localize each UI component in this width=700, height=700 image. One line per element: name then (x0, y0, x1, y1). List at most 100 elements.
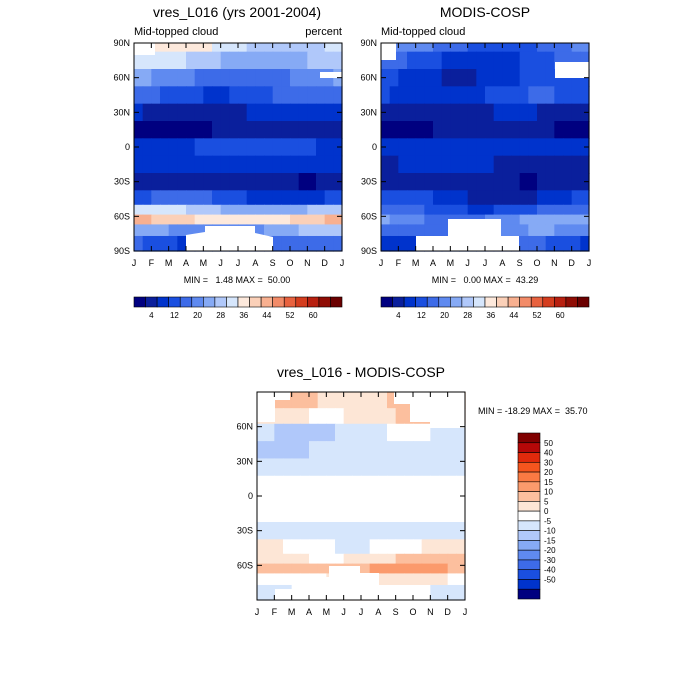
heat-cell (381, 121, 391, 139)
heat-cell (142, 235, 152, 252)
x-tick-label: M (412, 258, 420, 268)
heat-cell (519, 103, 529, 122)
heat-cell (421, 504, 431, 523)
heat-cell (407, 43, 417, 53)
heat-cell (194, 103, 204, 122)
heat-cell (151, 224, 161, 237)
heat-cell (413, 504, 423, 523)
heat-cell (502, 69, 512, 87)
colorbar-tick-label: 44 (509, 311, 518, 320)
heat-cell (476, 155, 486, 174)
heat-cell (441, 86, 451, 105)
heat-cell (413, 441, 423, 460)
heat-cell (212, 69, 222, 87)
heat-cell (203, 190, 213, 206)
heat-cell (511, 86, 521, 105)
heat-cell (333, 204, 343, 216)
heat-cell (389, 224, 399, 237)
colorbar-tick-label: -50 (544, 575, 556, 584)
x-tick-label: O (409, 607, 416, 617)
heat-cell (398, 121, 408, 139)
heat-cell (300, 441, 310, 460)
heat-cell (424, 121, 434, 139)
heat-cell (324, 86, 334, 105)
heat-cell (389, 190, 399, 206)
heat-cell (537, 103, 547, 122)
heat-cell (519, 173, 529, 191)
heat-cell (485, 204, 495, 216)
heat-cell (545, 51, 555, 70)
x-tick-label: S (393, 607, 399, 617)
heat-cell (395, 522, 405, 540)
heat-cell (160, 214, 170, 226)
heat-cell (476, 204, 486, 216)
colorbar-swatch (577, 296, 590, 308)
heat-cell (272, 190, 282, 206)
heat-cell (168, 235, 178, 252)
y-tick-label: 0 (372, 142, 377, 152)
heat-cell (309, 475, 319, 491)
heat-cell (447, 441, 457, 460)
heat-cell (441, 69, 451, 87)
heat-cell (563, 190, 573, 206)
heat-cell (203, 69, 213, 87)
heat-cell (369, 522, 379, 540)
colorbar-swatch (517, 432, 541, 444)
heat-cell (447, 475, 457, 491)
colorbar-swatch (260, 296, 273, 308)
heat-cell (450, 190, 460, 206)
heat-cell (407, 121, 417, 139)
heat-cell (290, 51, 300, 70)
heat-cell (502, 138, 512, 157)
heat-cell (177, 103, 187, 122)
heat-cell (220, 69, 230, 87)
heat-cell (257, 584, 267, 601)
heat-cell (298, 103, 308, 122)
heat-cell (326, 458, 336, 477)
heat-cell (307, 121, 317, 139)
heat-cell (378, 539, 388, 555)
heat-cell (291, 573, 301, 586)
heat-cell (537, 190, 547, 206)
y-tick-label: 60S (114, 211, 130, 221)
heatmap-diff (257, 392, 466, 601)
heat-cell (511, 224, 521, 237)
heat-cell (283, 458, 293, 477)
heat-cell (265, 584, 275, 601)
heat-cell (283, 504, 293, 523)
heat-cell (229, 214, 239, 226)
heat-cell (439, 490, 449, 506)
heat-cell (424, 43, 434, 53)
heat-cell (272, 224, 282, 237)
heat-cell (441, 224, 451, 237)
missing-data-region (394, 392, 465, 428)
heat-cell (177, 173, 187, 191)
heat-cell (456, 563, 466, 575)
heat-cell (511, 121, 521, 139)
heat-cell (186, 86, 196, 105)
heat-cell (395, 563, 405, 575)
heat-cell (255, 155, 265, 174)
heat-cell (352, 408, 362, 425)
heat-cell (545, 103, 555, 122)
heat-cell (395, 584, 405, 601)
heat-cell (255, 190, 265, 206)
heat-cell (439, 458, 449, 477)
heat-cell (281, 43, 291, 53)
colorbar-tick-label: 12 (417, 311, 426, 320)
heat-cell (361, 490, 371, 506)
heat-cell (413, 584, 423, 601)
heat-cell (317, 458, 327, 477)
heat-cell (307, 51, 317, 70)
heat-cell (212, 51, 222, 70)
heat-cell (246, 121, 256, 139)
heat-cell (493, 173, 503, 191)
heat-cell (300, 475, 310, 491)
heat-cell (537, 51, 547, 70)
heat-cell (309, 423, 319, 442)
colorbar-swatch (473, 296, 486, 308)
heat-cell (378, 441, 388, 460)
heat-cell (272, 86, 282, 105)
heat-cell (134, 214, 144, 226)
heat-cell (307, 69, 317, 87)
